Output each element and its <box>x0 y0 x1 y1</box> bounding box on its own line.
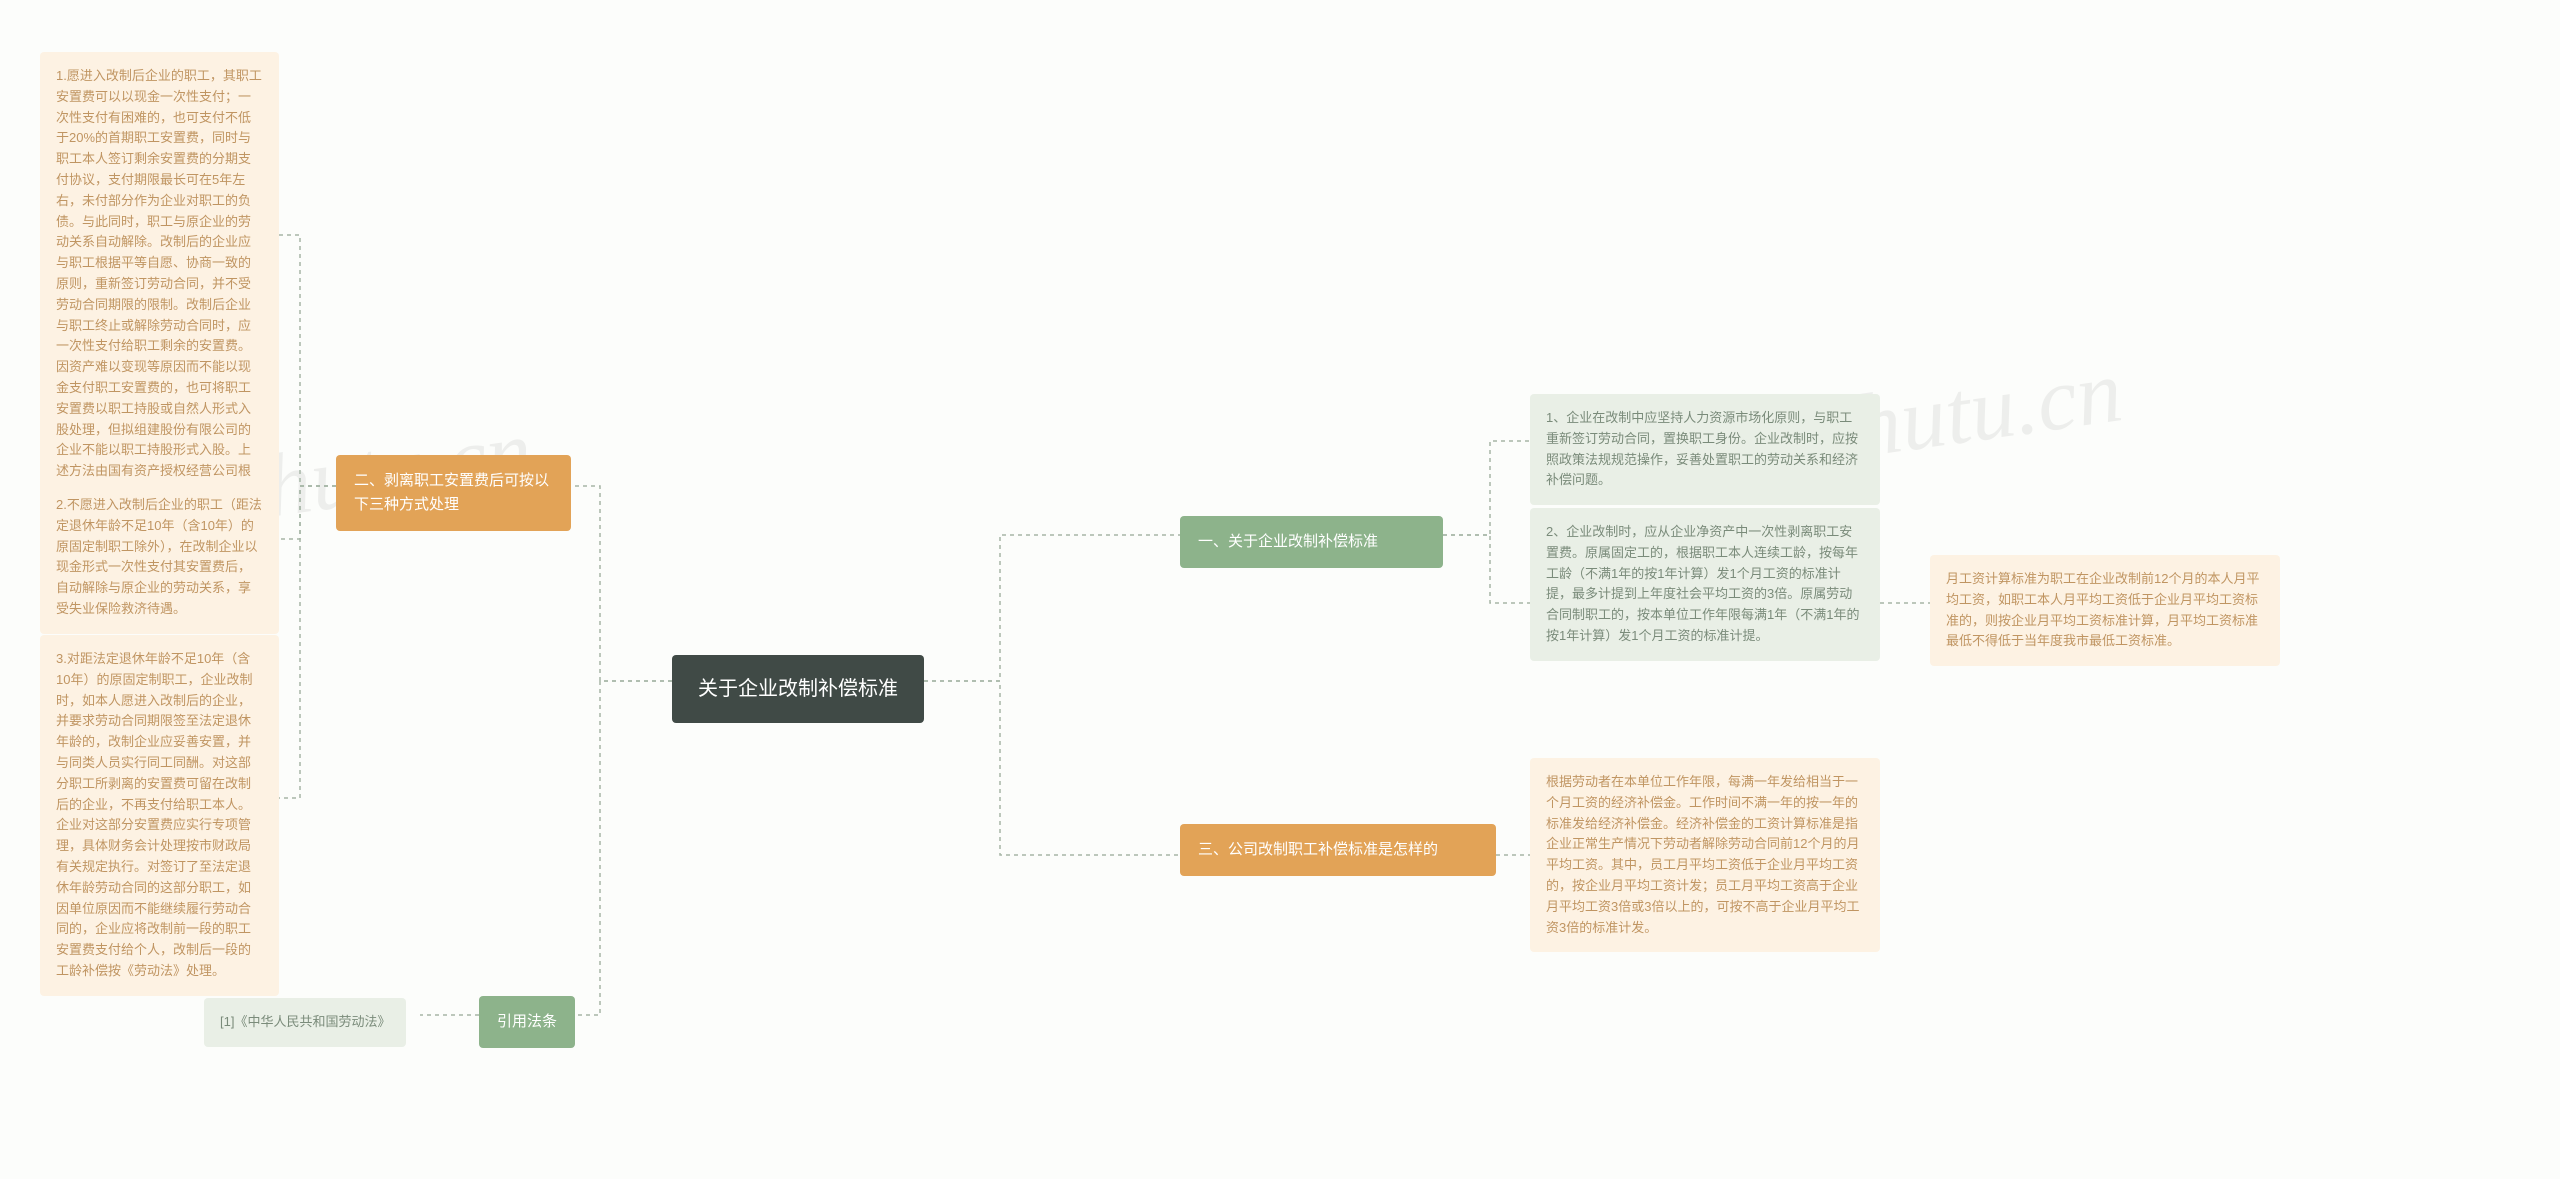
branch-3: 三、公司改制职工补偿标准是怎样的 <box>1180 824 1496 876</box>
branch-3-child-1: 根据劳动者在本单位工作年限，每满一年发给相当于一个月工资的经济补偿金。工作时间不… <box>1530 758 1880 952</box>
branch-2-child-3: 3.对距法定退休年龄不足10年（含10年）的原固定制职工，企业改制时，如本人愿进… <box>40 635 279 996</box>
branch-2-child-1: 1.愿进入改制后企业的职工，其职工安置费可以以现金一次性支付；一次性支付有困难的… <box>40 52 279 538</box>
branch-2: 二、剥离职工安置费后可按以下三种方式处理 <box>336 455 571 531</box>
branch-4: 引用法条 <box>479 996 575 1048</box>
branch-1: 一、关于企业改制补偿标准 <box>1180 516 1443 568</box>
branch-4-child-1: [1]《中华人民共和国劳动法》 <box>204 998 406 1047</box>
branch-1-child-1: 1、企业在改制中应坚持人力资源市场化原则，与职工重新签订劳动合同，置换职工身份。… <box>1530 394 1880 505</box>
branch-2-child-2: 2.不愿进入改制后企业的职工（距法定退休年龄不足10年（含10年）的原固定制职工… <box>40 481 279 634</box>
root-node: 关于企业改制补偿标准 <box>672 655 924 723</box>
branch-1-child-2-sub: 月工资计算标准为职工在企业改制前12个月的本人月平均工资，如职工本人月平均工资低… <box>1930 555 2280 666</box>
branch-1-child-2: 2、企业改制时，应从企业净资产中一次性剥离职工安置费。原属固定工的，根据职工本人… <box>1530 508 1880 661</box>
